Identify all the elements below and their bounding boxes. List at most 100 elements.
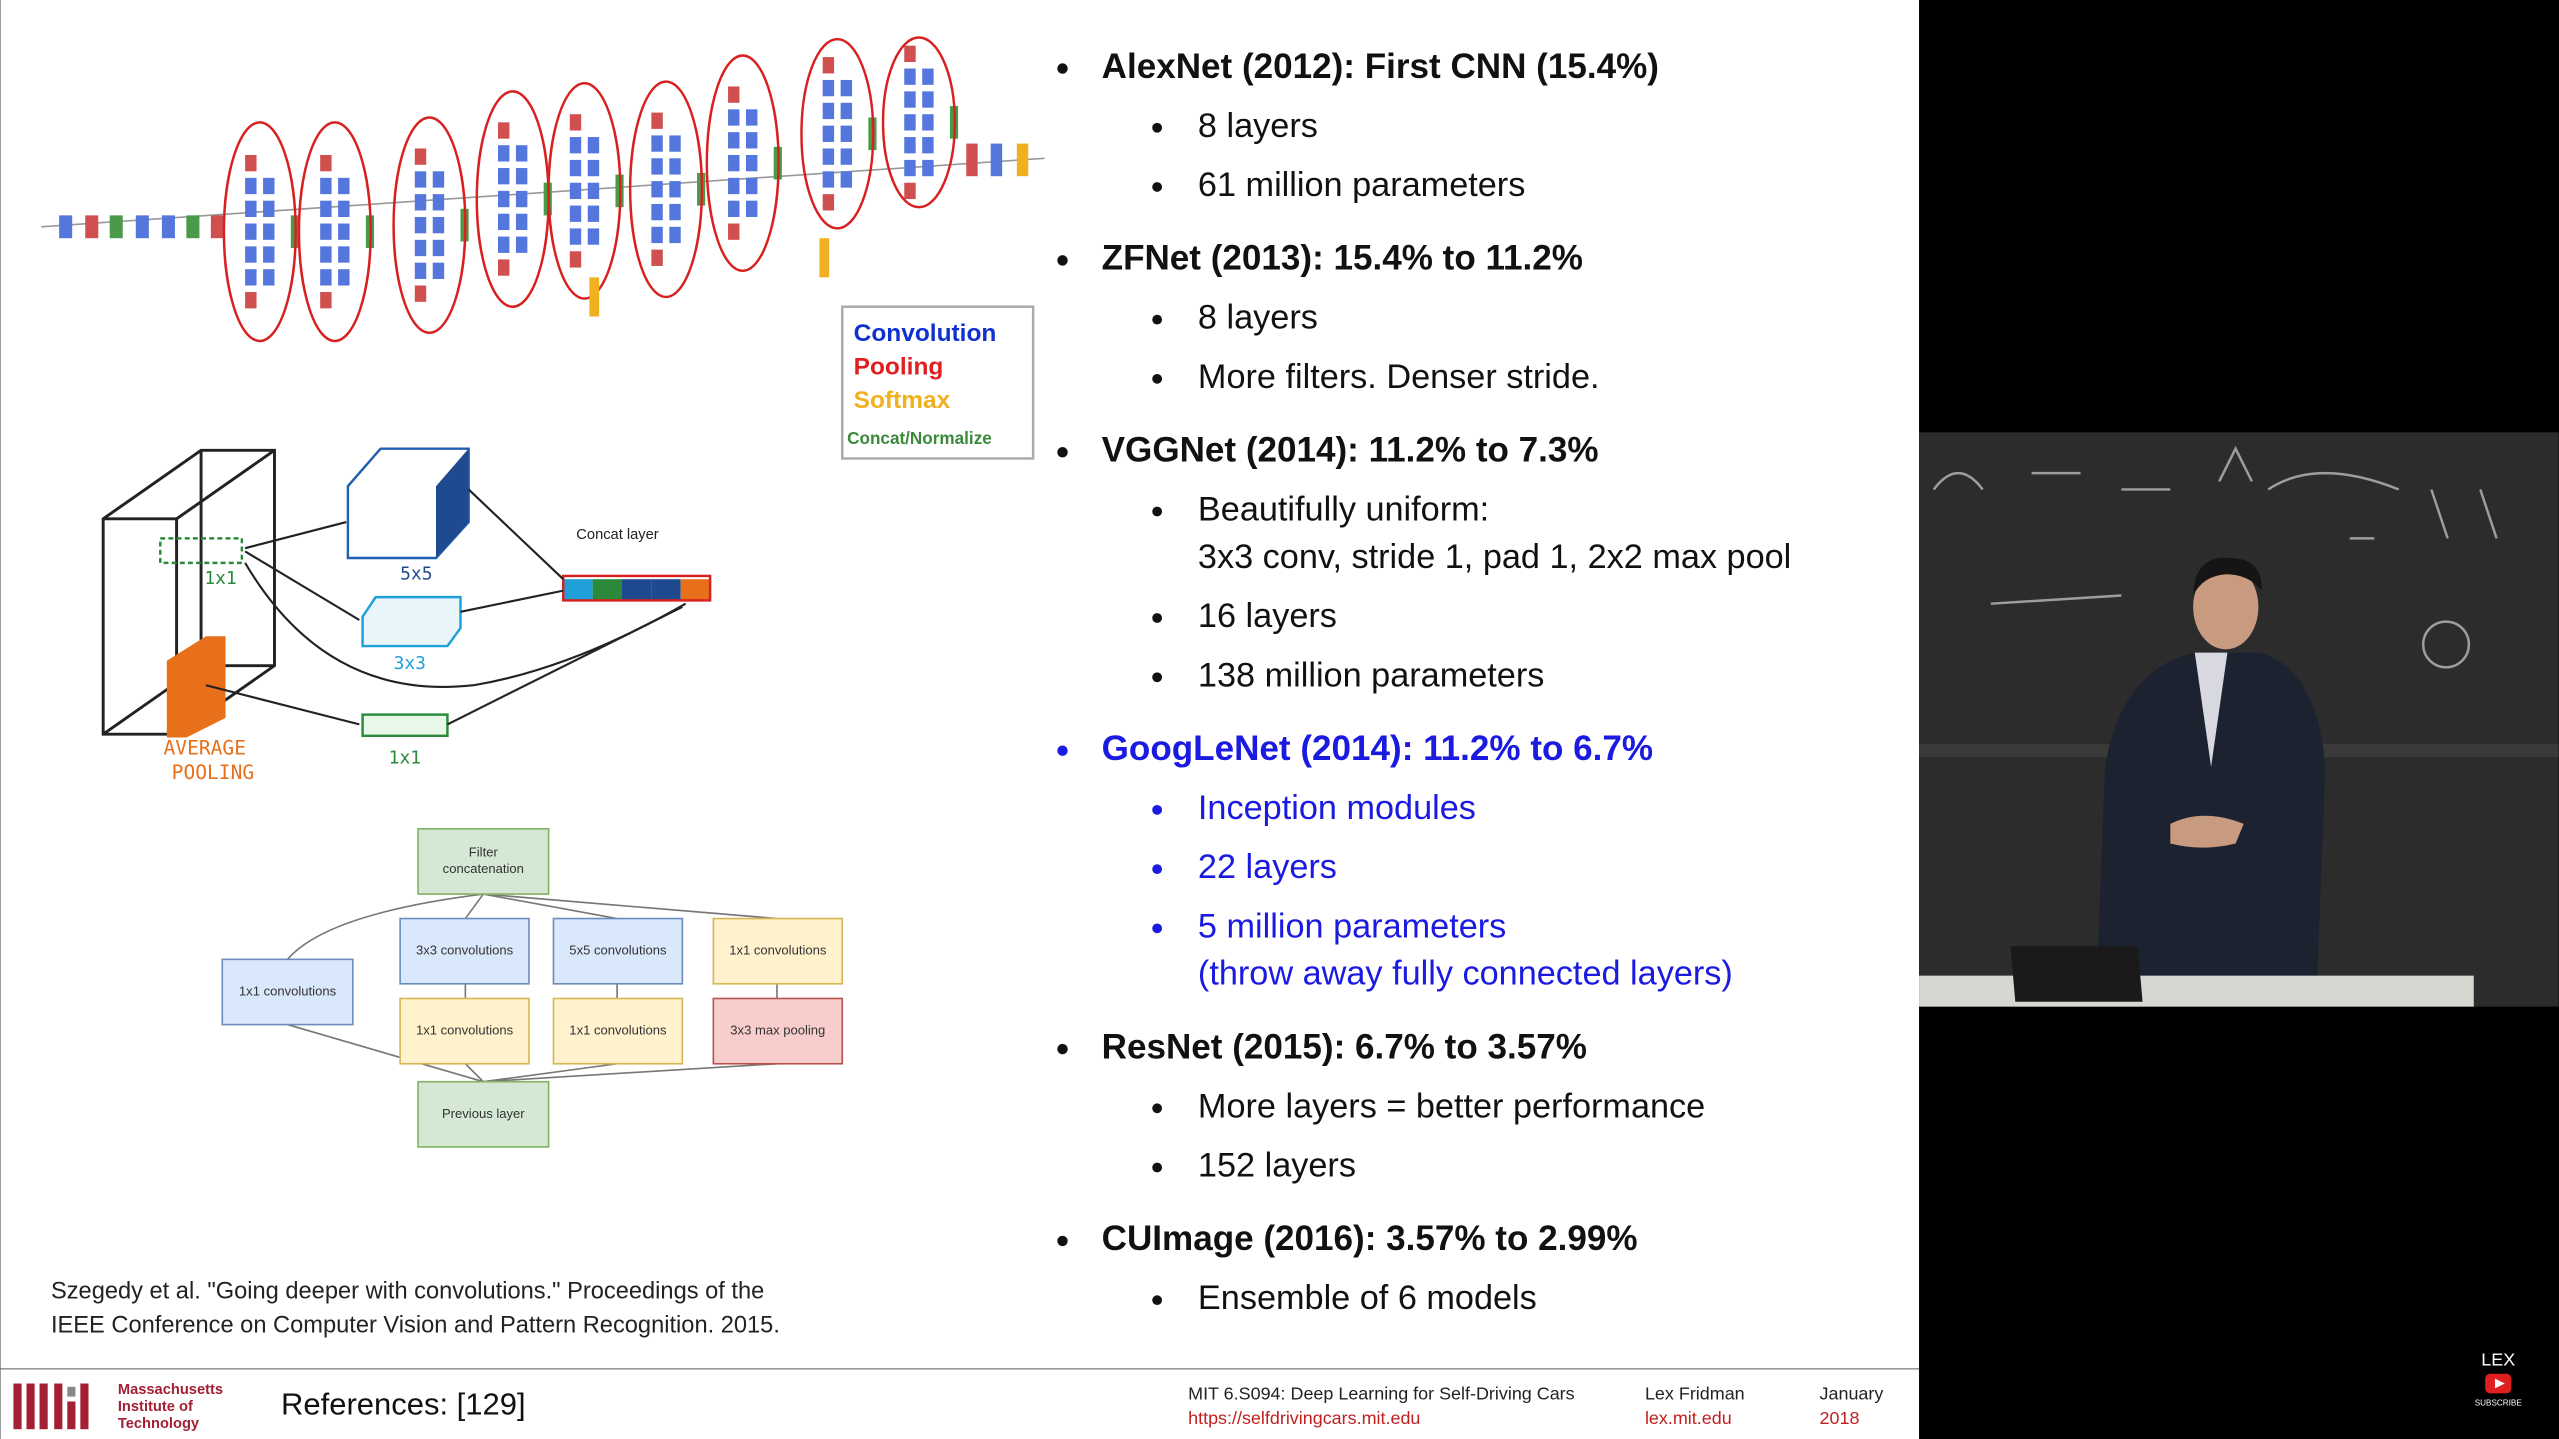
layer-block (245, 200, 257, 217)
sketch-label: AVERAGE (164, 736, 246, 759)
pool-slice (166, 636, 226, 738)
layer-block (904, 45, 916, 62)
sub-bullet-text: Inception modules (1198, 789, 1476, 827)
layer-block (338, 177, 350, 195)
references: References: [129] (281, 1387, 526, 1422)
layer-block (569, 228, 582, 245)
concat-segment (563, 579, 593, 601)
layer-block (498, 259, 510, 276)
layer-block (263, 269, 275, 286)
date-month: January (1820, 1384, 1884, 1404)
presenter-body (2096, 652, 2326, 979)
sub-bullet-text: Ensemble of 6 models (1198, 1279, 1537, 1317)
layer-block (498, 236, 510, 253)
layer-block (728, 223, 740, 240)
module-box (399, 997, 530, 1065)
layer-block (85, 215, 99, 239)
sub-bullet-dot (1152, 314, 1163, 325)
layer-block (1016, 143, 1029, 177)
layer-block (263, 246, 275, 263)
layer-block (840, 79, 853, 97)
sub-bullet-dot (1152, 373, 1163, 384)
subscribe-label[interactable]: SUBSCRIBE (2475, 1398, 2523, 1407)
layer-block (338, 200, 350, 217)
layer-block (728, 132, 740, 149)
institute-name: Massachusetts (118, 1382, 223, 1398)
module-ring (222, 121, 297, 343)
bullet-dot (1057, 447, 1068, 458)
sketch-label: 5x5 (400, 563, 432, 584)
bullet-title: ResNet (2015): 6.7% to 3.57% (1102, 1027, 1587, 1066)
layer-block (840, 148, 853, 165)
date-year: 2018 (1820, 1408, 1860, 1428)
layer-block (414, 285, 427, 302)
layer-block (651, 135, 663, 152)
bullet-dot (1057, 745, 1068, 756)
module-box (417, 827, 550, 895)
slab-1x1 (361, 713, 449, 738)
legend-entry: Concat/Normalize (847, 428, 992, 448)
module-box (552, 917, 684, 985)
layer-block (651, 112, 663, 129)
laptop (2010, 946, 2143, 1002)
layer-block (414, 239, 427, 257)
chain (41, 157, 1045, 228)
layer-block (498, 190, 510, 208)
layer-block (414, 216, 427, 234)
layer-block (498, 122, 510, 139)
sub-bullet-dot (1152, 1295, 1163, 1306)
arrow (460, 589, 564, 613)
sub-bullet-text: 152 layers (1198, 1147, 1356, 1185)
concat-segment (680, 579, 711, 601)
arrow (467, 488, 564, 580)
sub-bullet-dot (1152, 864, 1163, 875)
arrow (244, 550, 360, 621)
layer-block (904, 182, 916, 200)
softmax-block (589, 277, 600, 317)
layer-block (822, 148, 835, 165)
course: MIT 6.S094: Deep Learning for Self-Drivi… (1188, 1384, 1575, 1404)
layer-block (669, 135, 681, 152)
layer-block (320, 177, 332, 195)
arrow (205, 684, 360, 726)
presenter-shirt (2194, 652, 2228, 767)
layer-block (840, 102, 853, 120)
softmax-block (819, 238, 830, 278)
layer-block (414, 171, 427, 188)
module-label: 1x1 convolutions (416, 1023, 514, 1038)
sub-bullet-text: 138 million parameters (1198, 656, 1544, 694)
author: Lex Fridman (1645, 1384, 1745, 1404)
layer-block (245, 154, 257, 172)
bullet-list: AlexNet (2012): First CNN (15.4%) 8 layer… (51, 47, 1791, 1339)
layer-block (320, 154, 332, 172)
layer-block (245, 177, 257, 195)
mit-logo-bar (67, 1386, 76, 1397)
mit-logo-bar (67, 1401, 76, 1430)
layer-block (904, 68, 916, 85)
sub-bullet-dot (1152, 506, 1163, 517)
layer-block (245, 292, 257, 309)
module-ring (628, 80, 704, 299)
layer-block (569, 251, 582, 268)
layer-block (414, 262, 427, 279)
layer-block (109, 215, 123, 239)
layer-block (728, 154, 740, 172)
bullet-dot (1057, 1235, 1068, 1247)
legend-box (841, 305, 1035, 460)
citation: Szegedy et al. "Going deeper with convol… (51, 1278, 764, 1304)
layer-block (669, 203, 681, 221)
layer-block (669, 158, 681, 175)
module-arrow (483, 1062, 778, 1083)
module-arrow (483, 1062, 618, 1083)
layer-block (745, 177, 758, 195)
layer-block (569, 182, 582, 200)
layer-block (728, 200, 740, 217)
layer-block (651, 249, 663, 266)
module-box (417, 1080, 550, 1148)
module-ring (800, 37, 875, 230)
sub-bullet-text: Beautifully uniform: (1198, 491, 1489, 529)
network-diagram: Convolution Pooling Softmax Concat/Normaliz… (41, 36, 1045, 460)
layer-block (498, 145, 510, 162)
